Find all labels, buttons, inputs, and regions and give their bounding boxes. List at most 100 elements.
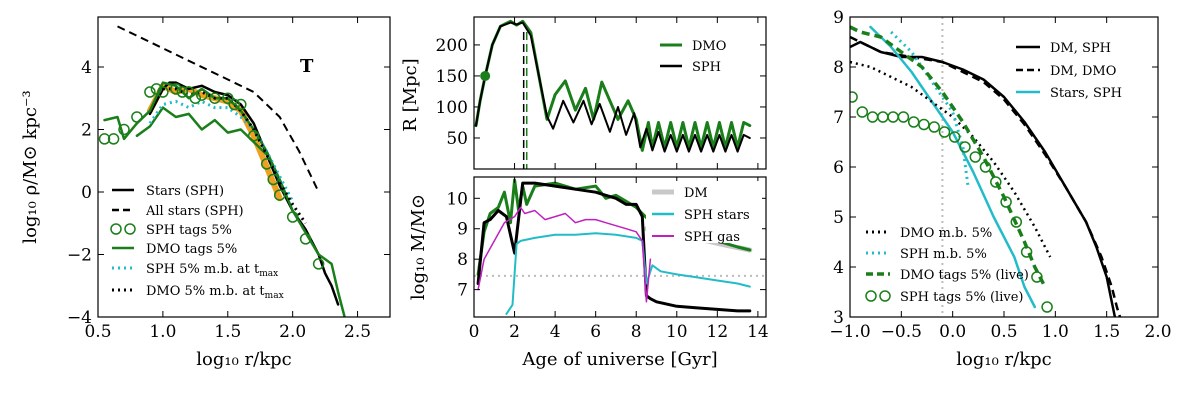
x-tick-label: 2.0 [1144, 322, 1171, 342]
left-marker [144, 86, 156, 98]
x-tick-label: 1.0 [1042, 322, 1069, 342]
left-marker [189, 92, 202, 104]
mid-bottom-ylabel: log₁₀ M/M⊙ [408, 194, 429, 300]
right-series-line [850, 40, 1117, 317]
mid-top-series-line [475, 21, 751, 153]
left-marker [267, 173, 279, 186]
mid-bottom-series-line [477, 206, 652, 303]
right-marker [990, 176, 1002, 188]
right-marker [1041, 301, 1053, 313]
y-tick-label: 4 [833, 258, 844, 278]
legend-label: Stars, SPH [1050, 86, 1122, 101]
y-tick-label: 10 [446, 189, 468, 209]
y-tick-label: 4 [81, 58, 92, 78]
mid-bottom-xlabel: Age of universe [Gyr] [521, 349, 717, 370]
left-xlabel: log₁₀ r/kpc [196, 349, 291, 370]
y-tick-label: 3 [833, 308, 844, 328]
x-tick-label: 0.5 [84, 322, 111, 342]
x-tick-label: 14 [747, 322, 769, 342]
x-tick-label: 1.0 [149, 322, 176, 342]
mid-bottom-ticks: 0 2 4 6 8 10 12 14 7 8 9 10 [446, 177, 769, 342]
left-marker [196, 89, 208, 101]
left-marker [247, 130, 260, 142]
right-marker [887, 111, 899, 123]
y-tick-label: 7 [833, 108, 844, 128]
left-marker [260, 158, 273, 170]
y-tick-label: 150 [436, 67, 468, 87]
right-marker [979, 161, 992, 173]
right-marker [897, 111, 910, 123]
right-marker [959, 141, 971, 153]
left-marker [273, 189, 286, 201]
legend-label: SPH m.b. 5% [900, 247, 987, 262]
right-marker [918, 118, 930, 131]
legend-label: DMO 5% m.b. at tmax [146, 284, 284, 301]
legend-label: SPH tags 5% (live) [900, 290, 1023, 305]
right-series-line [869, 25, 1037, 309]
right-series-line [850, 60, 1052, 258]
x-tick-label: 2 [509, 322, 520, 342]
mid-bottom-series-line [505, 232, 751, 315]
legend-label: DM [684, 186, 708, 201]
mid-top-frame [473, 16, 767, 170]
y-tick-label: −4 [67, 308, 92, 328]
left-marker [107, 133, 120, 145]
left-series-line [135, 106, 268, 156]
right-marker [877, 111, 889, 123]
x-tick-label: 8 [631, 322, 642, 342]
left-marker [228, 98, 241, 111]
y-tick-label: 9 [457, 220, 468, 240]
left-marker [312, 258, 325, 270]
right-marker [948, 131, 961, 143]
right-legend-bottom: DMO m.b. 5% SPH m.b. 5% DMO tags 5% (liv… [865, 226, 1029, 305]
left-marker [157, 86, 169, 98]
right-panel: −1.0 −0.5 0.0 0.5 1.0 1.5 2.0 3 4 5 6 7 8 9 log₁₀ r/k… [829, 8, 1171, 370]
right-series-line [890, 30, 970, 188]
y-tick-label: 8 [833, 58, 844, 78]
x-tick-label: 2.0 [279, 322, 306, 342]
y-tick-label: 2 [81, 121, 92, 141]
x-tick-label: −1.0 [829, 322, 870, 342]
y-tick-label: 5 [833, 208, 844, 228]
right-marker [856, 106, 869, 118]
legend-label: SPH stars [684, 208, 750, 223]
right-marker [1010, 216, 1023, 228]
right-marker [1000, 196, 1012, 208]
legend-marker [110, 223, 122, 235]
mid-top-ticks: 50 100 150 200 [436, 17, 766, 169]
left-legend: Stars (SPH) All stars (SPH) SPH tags 5% … [110, 184, 284, 301]
left-marker [209, 92, 221, 104]
left-marker [176, 86, 189, 98]
legend-label: DM, SPH [1050, 41, 1111, 56]
x-tick-label: 0.0 [939, 322, 966, 342]
mid-top-ylabel: R [Mpc] [400, 58, 421, 131]
x-tick-label: 0.5 [990, 322, 1017, 342]
x-tick-label: 12 [707, 322, 729, 342]
mid-bottom-legend: DM SPH stars SPH gas [646, 181, 762, 245]
left-panel: 0.5 1.0 1.5 2.0 2.5 −4 −2 0 2 4 T log₁₀ r/kpc log… [20, 16, 391, 370]
left-marker [150, 83, 163, 95]
x-tick-label: 4 [550, 322, 561, 342]
legend-label: DMO [692, 39, 726, 54]
right-series-line [850, 25, 1047, 288]
left-plot-area [98, 25, 346, 317]
right-marker [969, 151, 982, 163]
y-tick-label: 50 [446, 129, 468, 149]
x-tick-label: 6 [590, 322, 601, 342]
y-tick-label: 6 [833, 158, 844, 178]
left-marker [183, 86, 195, 98]
right-marker [938, 126, 951, 138]
x-tick-label: −0.5 [881, 322, 922, 342]
right-marker [907, 116, 920, 128]
mid-bottom-panel: 0 2 4 6 8 10 12 14 7 8 9 10 Age of universe [Gyr] l… [408, 176, 769, 370]
x-tick-label: 1.5 [214, 322, 241, 342]
y-tick-label: 7 [457, 281, 468, 301]
y-tick-label: 9 [833, 8, 844, 28]
right-marker [928, 121, 940, 133]
legend-marker [879, 290, 891, 302]
left-frame [97, 16, 391, 318]
y-tick-label: 200 [436, 36, 468, 56]
left-series-line [148, 99, 295, 203]
mid-top-point [480, 70, 491, 81]
